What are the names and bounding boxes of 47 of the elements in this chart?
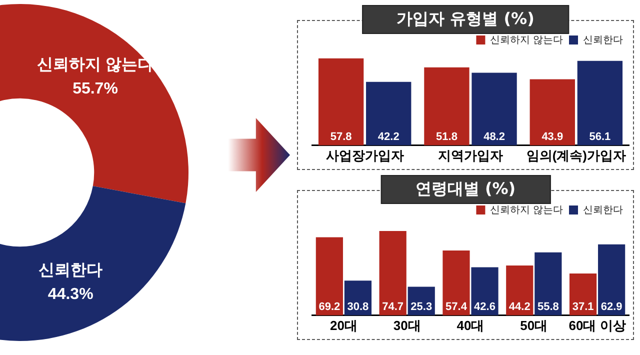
data-label: 25.3	[410, 300, 432, 313]
data-label: 55.7%	[72, 80, 118, 98]
legend-label: 신뢰한다	[583, 204, 623, 216]
bar	[366, 82, 412, 146]
data-label: 44.3%	[48, 286, 94, 304]
legend-label: 신뢰한다	[583, 34, 623, 46]
data-label: 55.8	[537, 300, 559, 313]
data-label: 30.8	[347, 300, 369, 313]
x-tick-label: 임의(계속)가입자	[526, 148, 626, 163]
x-tick-label: 40대	[456, 318, 484, 333]
data-label: 51.8	[436, 130, 458, 143]
data-label: 57.8	[330, 130, 352, 143]
bar	[506, 265, 534, 316]
legend-label: 신뢰하지 않는다	[490, 204, 564, 216]
bar	[318, 58, 364, 146]
chart-title: 연령대별 (%)	[380, 175, 551, 204]
data-label: 42.2	[378, 130, 400, 143]
bar	[472, 72, 517, 146]
x-tick-label: 20대	[330, 318, 358, 333]
x-tick-label: 50대	[520, 318, 548, 333]
x-tick-label: 지역가입자	[438, 148, 503, 163]
data-label: 48.2	[484, 130, 505, 143]
bar	[577, 60, 623, 146]
data-label: 62.9	[600, 300, 622, 313]
data-label: 44.2	[508, 300, 530, 313]
x-tick-label: 60대 이상	[568, 318, 626, 333]
data-label: 69.2	[318, 300, 340, 313]
data-label: 37.1	[572, 300, 594, 313]
legend-label: 신뢰하지 않는다	[490, 34, 564, 46]
bar	[379, 230, 406, 316]
bar	[598, 244, 626, 316]
bar	[424, 67, 470, 146]
bar	[530, 79, 575, 146]
data-label: 56.1	[589, 130, 611, 143]
data-label: 74.7	[382, 300, 404, 313]
bar	[569, 273, 597, 316]
data-label: 43.9	[542, 130, 564, 143]
slice-label: 신뢰한다	[38, 262, 103, 280]
data-label: 42.6	[474, 300, 496, 313]
x-tick-label: 사업장가입자	[326, 148, 404, 163]
x-tick-label: 30대	[393, 318, 421, 333]
bar	[316, 237, 343, 316]
bar	[471, 267, 498, 316]
bar	[442, 250, 470, 316]
data-label: 57.4	[446, 300, 468, 313]
chart-title: 가입자 유형별 (%)	[362, 5, 570, 34]
bar	[534, 252, 562, 316]
